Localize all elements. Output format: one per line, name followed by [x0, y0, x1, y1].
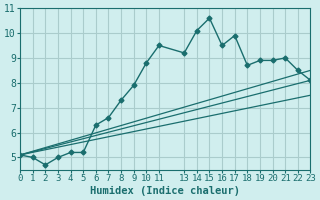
X-axis label: Humidex (Indice chaleur): Humidex (Indice chaleur): [90, 186, 240, 196]
